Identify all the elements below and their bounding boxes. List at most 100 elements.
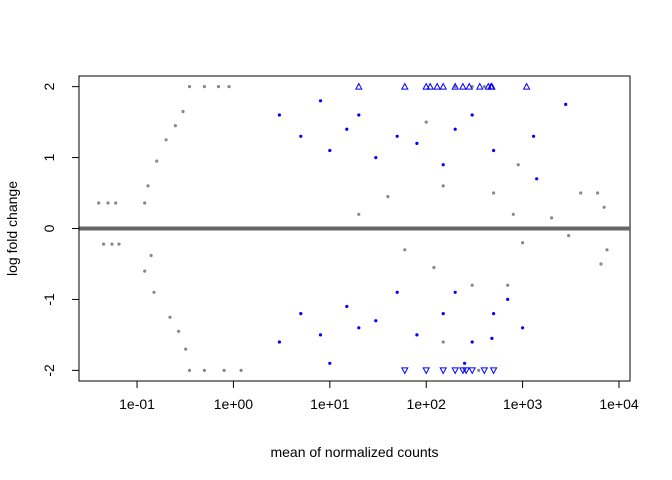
- data-point: [490, 336, 494, 340]
- data-point: [579, 191, 583, 195]
- data-point: [202, 85, 206, 89]
- clipped-up-marker: [354, 82, 363, 90]
- clipped-down-marker: [451, 367, 460, 375]
- data-point: [470, 340, 474, 344]
- clipped-up-marker: [459, 82, 467, 90]
- x-tick-label: 1e+00: [214, 396, 254, 412]
- data-point: [202, 368, 206, 372]
- data-point: [470, 283, 474, 287]
- data-point: [432, 265, 436, 270]
- clipped-up-marker: [475, 82, 484, 90]
- clipped-up-marker: [439, 82, 448, 90]
- data-point: [102, 242, 106, 246]
- data-point: [181, 109, 185, 114]
- data-point: [567, 234, 571, 238]
- data-point: [328, 148, 332, 153]
- data-point: [535, 177, 539, 181]
- data-point: [441, 163, 445, 167]
- data-point: [602, 205, 606, 209]
- data-point: [374, 156, 378, 160]
- data-point: [110, 242, 114, 246]
- data-point: [395, 134, 399, 138]
- clipped-down-marker: [462, 367, 471, 375]
- data-point: [477, 368, 481, 372]
- data-point: [470, 113, 474, 117]
- x-tick-label: 1e-01: [119, 396, 155, 412]
- data-point: [374, 319, 378, 323]
- data-point: [277, 113, 281, 117]
- clipped-down-marker: [400, 367, 409, 375]
- axes-layer: 1e-01 1e+00 1e+01 1e+02 1e+03 1e+04 -2 -1 0 1 2: [41, 82, 639, 412]
- data-point: [596, 191, 600, 195]
- data-point: [239, 368, 243, 372]
- data-point: [550, 216, 554, 220]
- data-point: [463, 361, 467, 365]
- data-point: [521, 326, 525, 330]
- data-point: [187, 368, 192, 372]
- clipped-up-marker: [488, 82, 496, 90]
- y-tick-label: 0: [41, 224, 57, 232]
- clipped-up-marker: [422, 82, 431, 90]
- data-point: [97, 201, 101, 205]
- data-point: [318, 99, 323, 103]
- data-point: [511, 212, 515, 216]
- clipped-down-marker: [468, 367, 477, 375]
- data-point: [168, 315, 172, 319]
- data-point: [357, 113, 361, 117]
- data-point: [277, 340, 281, 344]
- data-point: [492, 312, 496, 316]
- data-point: [184, 347, 188, 351]
- y-axis-title: log fold change: [4, 181, 20, 276]
- data-point: [506, 297, 510, 301]
- data-point: [357, 326, 361, 330]
- data-point: [117, 242, 121, 246]
- data-point: [441, 184, 445, 188]
- data-point: [415, 333, 419, 337]
- data-point: [516, 163, 520, 167]
- data-point: [155, 159, 159, 163]
- clipped-up-marker: [426, 82, 435, 90]
- data-point: [599, 262, 603, 266]
- data-point: [453, 290, 457, 294]
- data-point: [143, 269, 147, 273]
- data-point: [482, 85, 486, 89]
- data-point: [149, 253, 153, 258]
- data-point: [345, 304, 349, 309]
- y-tick-label: -1: [41, 293, 57, 306]
- clipped-down-marker: [489, 367, 498, 375]
- data-point: [564, 102, 568, 106]
- data-point: [146, 184, 150, 188]
- data-point: [357, 212, 361, 216]
- x-tick-label: 1e+01: [310, 396, 350, 412]
- y-tick-label: 2: [41, 82, 57, 90]
- clipped-up-marker: [522, 82, 531, 90]
- data-point: [187, 85, 192, 89]
- data-point: [328, 361, 332, 365]
- data-point: [222, 368, 226, 372]
- data-point: [506, 283, 510, 287]
- data-point: [114, 201, 118, 205]
- clipped-down-marker: [439, 367, 448, 375]
- data-point: [227, 85, 231, 89]
- data-point: [492, 148, 496, 153]
- y-tick-label: 1: [41, 153, 57, 161]
- x-axis-title: mean of normalized counts: [270, 444, 438, 460]
- data-point: [441, 312, 445, 316]
- data-point: [453, 127, 457, 131]
- data-point: [395, 290, 399, 294]
- data-point: [216, 85, 221, 89]
- points-layer: [97, 82, 609, 375]
- data-point: [177, 329, 181, 333]
- data-point: [345, 127, 349, 131]
- data-point: [386, 195, 390, 199]
- data-point: [424, 120, 428, 124]
- data-point: [605, 248, 609, 252]
- data-point: [318, 333, 323, 337]
- clipped-up-marker: [433, 82, 442, 90]
- data-point: [521, 241, 525, 245]
- clipped-up-marker: [400, 82, 409, 90]
- y-tick-label: -2: [41, 364, 57, 377]
- data-point: [415, 141, 419, 145]
- clipped-down-marker: [480, 367, 489, 375]
